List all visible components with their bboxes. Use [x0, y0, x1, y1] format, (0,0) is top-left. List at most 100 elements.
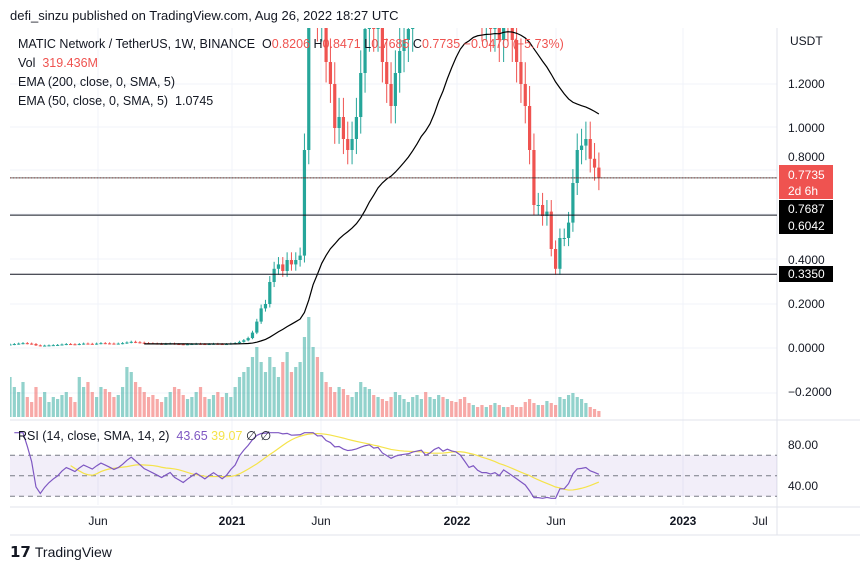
candle — [133, 341, 138, 343]
candle — [528, 106, 532, 150]
candle — [255, 321, 259, 333]
candle — [553, 249, 558, 269]
volume-bar — [82, 387, 86, 417]
candle — [268, 282, 272, 304]
volume-bar — [333, 392, 337, 417]
volume-bar — [367, 389, 371, 417]
candle — [566, 222, 571, 238]
volume-bar — [588, 407, 592, 417]
volume-bar — [458, 399, 462, 417]
volume-bar — [125, 367, 129, 417]
candle — [398, 51, 402, 73]
price-tick: −0.2000 — [788, 385, 832, 399]
volume-bar — [424, 392, 428, 417]
candle — [502, 28, 506, 40]
countdown-label: 2d 6h — [788, 184, 818, 198]
volume-bar — [129, 372, 133, 417]
candle — [73, 344, 77, 346]
volume-bar — [528, 399, 532, 417]
volume-bar — [194, 392, 198, 417]
rsi-sma-line — [70, 433, 600, 491]
low-value: 0.7685 — [371, 37, 410, 51]
volume-bar — [294, 367, 298, 417]
rsi-label: RSI (14, close, SMA, 14, 2) — [18, 429, 170, 443]
candle — [485, 18, 488, 19]
candle — [328, 62, 333, 84]
candle — [116, 343, 120, 345]
candle — [82, 343, 86, 345]
candle — [138, 342, 142, 344]
volume-bar — [146, 397, 151, 417]
candle — [493, 28, 497, 29]
ema200-legend[interactable]: EMA (200, close, 0, SMA, 5) — [18, 75, 176, 89]
volume-bar — [17, 392, 21, 417]
volume-bar — [181, 395, 185, 417]
candle — [579, 145, 584, 150]
volume-bar — [506, 407, 510, 417]
volume-bar — [198, 387, 203, 417]
price-tick: 0.2000 — [788, 297, 825, 311]
candle — [177, 344, 181, 346]
candle — [86, 343, 90, 345]
volume-bar — [177, 389, 181, 417]
volume-bar — [398, 395, 402, 417]
rsi-legend[interactable]: RSI (14, close, SMA, 14, 2) 43.65 39.07 … — [18, 428, 271, 443]
candle — [25, 343, 29, 345]
volume-bar — [164, 397, 168, 417]
tv-logo-icon: 𝟭𝟳 — [10, 544, 31, 561]
volume-bar — [337, 387, 341, 417]
volume-bar — [467, 403, 471, 417]
volume-bar — [190, 397, 194, 417]
candle — [281, 264, 285, 271]
high-value: 0.8471 — [322, 37, 361, 51]
change-value: −0.0470 (−5.73%) — [463, 37, 564, 51]
candle — [107, 343, 112, 345]
open-label: O — [262, 37, 272, 51]
volume-bar — [224, 393, 229, 417]
volume-bar — [584, 403, 588, 417]
candle — [376, 28, 380, 29]
close-value: 0.7735 — [421, 37, 461, 51]
volume-bar — [281, 362, 285, 417]
ema50-legend[interactable]: EMA (50, close, 0, SMA, 5) 1.0745 — [18, 94, 213, 108]
candle — [385, 62, 389, 84]
candle — [592, 158, 597, 168]
rsi-tick: 80.00 — [788, 438, 818, 452]
volume-bar — [12, 387, 16, 417]
volume-bar — [350, 397, 354, 417]
volume-bar — [90, 392, 94, 417]
volume-bar — [502, 407, 506, 417]
candle — [90, 343, 94, 345]
tradingview-logo[interactable]: 𝟭𝟳 TradingView — [10, 543, 112, 561]
candle — [363, 29, 367, 73]
time-tick: Jul — [752, 514, 767, 528]
volume-bar — [302, 337, 307, 417]
candle — [320, 0, 323, 18]
candle — [250, 332, 255, 339]
price-label: 0.7687 — [788, 202, 825, 216]
price-label: 0.3350 — [788, 267, 825, 281]
candle — [190, 344, 194, 346]
volume-bar — [471, 405, 475, 417]
volume-bar — [168, 392, 172, 417]
volume-bar — [34, 387, 38, 417]
volume-bar — [536, 405, 540, 417]
candle — [43, 345, 47, 347]
candle — [536, 205, 540, 206]
volume-bar — [233, 387, 237, 417]
volume-bar — [289, 372, 294, 417]
rsi-line — [14, 432, 600, 499]
candle — [480, 0, 483, 18]
rsi-tick: 40.00 — [788, 479, 818, 493]
candle — [56, 344, 60, 346]
price-tick: 1.0000 — [788, 121, 825, 135]
candle — [242, 340, 246, 342]
volume-bar — [237, 377, 242, 417]
volume-bar — [454, 402, 458, 417]
volume-bar — [30, 402, 34, 417]
candle — [367, 28, 371, 29]
volume-bar — [172, 387, 177, 417]
volume-bar — [363, 387, 367, 417]
candle — [95, 343, 99, 345]
